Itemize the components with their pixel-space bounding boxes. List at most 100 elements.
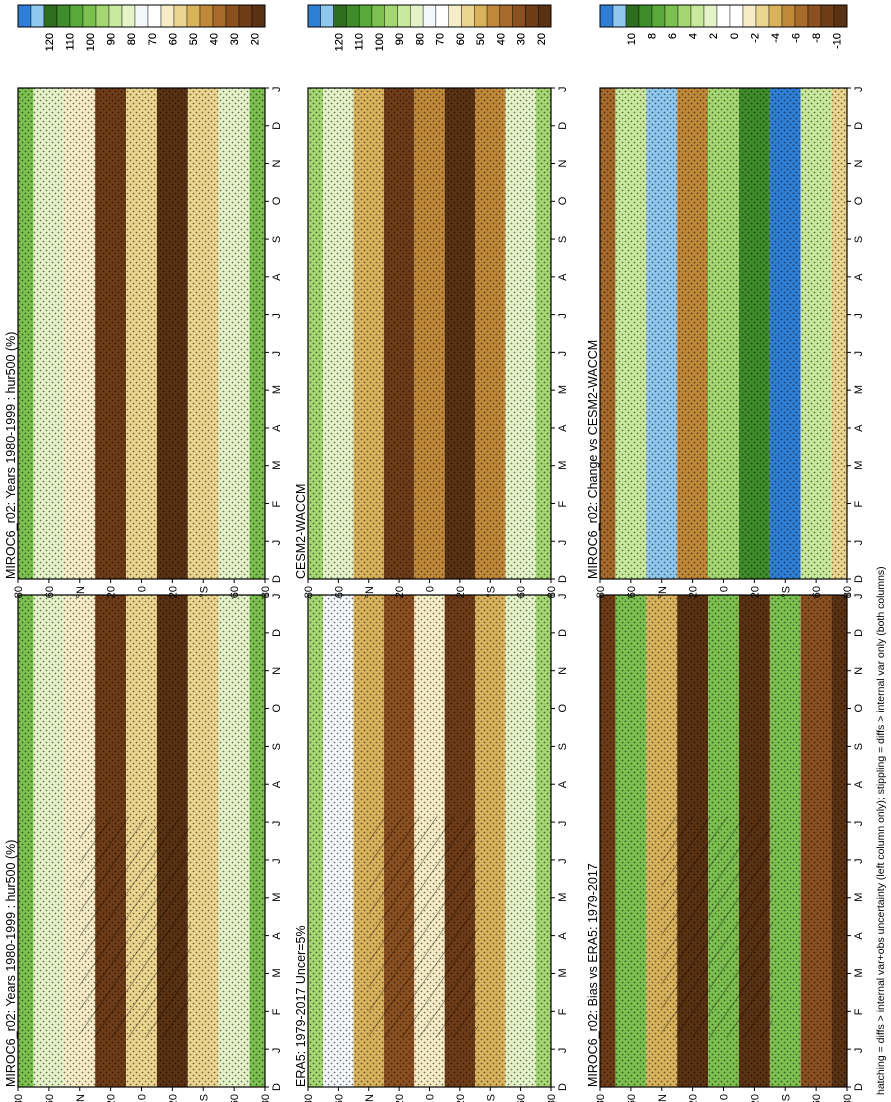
colorbar-swatch (807, 4, 822, 28)
lat-tick-label: 80 (546, 586, 558, 598)
colorbar-label: -4 (770, 33, 782, 43)
month-tick-label: O (271, 196, 283, 205)
colorbar-swatch (833, 4, 848, 28)
month-tick-label: J (271, 1048, 283, 1054)
month-tick-label: N (557, 667, 569, 675)
month-tick-label: A (853, 932, 865, 940)
lat-tick-label: 20 (394, 1094, 406, 1102)
lat-tick-label: °N (657, 1094, 669, 1102)
colorbar-swatch (461, 4, 475, 28)
colorbar-label: 110 (354, 33, 366, 51)
colorbar-swatch (755, 4, 770, 28)
month-tick-label: J (853, 594, 865, 600)
month-tick-label: J (271, 87, 283, 93)
panel-2: D J F M A M J J A S O N D J 80 60 °N 20 0 20 °S 60 80 ERA5: 197… (294, 594, 569, 1102)
colorbar-label: 10 (626, 33, 638, 45)
colorbar-swatch (346, 4, 360, 28)
month-tick-label: J (853, 313, 865, 319)
lat-tick-label: 80 (303, 1094, 315, 1102)
colorbar-swatch (486, 4, 501, 28)
month-tick-label: J (557, 351, 569, 357)
colorbar-swatch (238, 4, 253, 28)
lat-tick-label: °S (780, 1094, 792, 1102)
colorbar-label: 30 (516, 33, 528, 45)
month-tick-label: J (557, 594, 569, 600)
lat-tick-label: 80 (260, 1094, 272, 1102)
colorbar-label: 100 (374, 33, 386, 51)
month-tick-label: D (557, 1083, 569, 1091)
colorbar-label: 100 (85, 33, 97, 51)
colorbar-label: 120 (333, 33, 345, 51)
colorbar-label: 4 (688, 33, 700, 39)
month-tick-label: D (271, 629, 283, 637)
colorbar-swatch (30, 4, 45, 28)
colorbar-label: 60 (167, 33, 179, 45)
month-tick-label: F (271, 1008, 283, 1015)
lat-tick-label: 0 (425, 1094, 437, 1100)
lat-tick-label: 0 (425, 586, 437, 592)
colorbar-swatch (358, 4, 373, 28)
lat-tick-label: 60 (626, 586, 638, 598)
lat-tick-label: 80 (842, 1094, 854, 1102)
colorbar-swatch (638, 4, 653, 28)
colorbar-label: 50 (188, 33, 200, 45)
colorbar-label: 8 (646, 33, 658, 39)
colorbar-label: 40 (495, 33, 507, 45)
colorbar-label: 50 (475, 33, 487, 45)
colorbar-label: 70 (435, 33, 447, 45)
panel-title: ERA5: 1979-2017 Uncer=5% (294, 925, 308, 1087)
lat-tick-label: 20 (749, 586, 761, 598)
lat-tick-label: 60 (44, 586, 56, 598)
month-tick-label: D (853, 1083, 865, 1091)
colorbar-label: 100 (374, 33, 386, 51)
colorbar-label: 0 (729, 33, 741, 39)
colorbar-label: 90 (394, 33, 406, 45)
stipple-overlay (600, 88, 847, 579)
hatch-overlay (661, 816, 773, 1038)
lat-tick-label: 60 (333, 586, 345, 598)
colorbar-label: 2 (708, 33, 720, 39)
lat-tick-label: °N (364, 586, 376, 598)
month-tick-label: S (557, 743, 569, 750)
month-tick-label: J (557, 1048, 569, 1054)
lat-tick-label: 60 (44, 1094, 56, 1102)
colorbar-3: 120 110 100 90 80 70 60 50 40 30 20 (307, 4, 552, 51)
colorbar-swatch (651, 4, 666, 28)
month-tick-label: D (557, 575, 569, 583)
colorbar-label: -6 (791, 33, 803, 43)
month-tick-label: D (271, 122, 283, 130)
colorbar-swatch (160, 4, 175, 28)
lat-tick-label: 20 (167, 1094, 179, 1102)
month-tick-label: N (853, 160, 865, 168)
month-tick-label: J (271, 351, 283, 357)
colorbar-1: 120 110 100 90 80 70 60 50 40 30 20 (17, 4, 266, 51)
month-tick-label: A (557, 932, 569, 940)
colorbar-label: -8 (811, 33, 823, 43)
colorbar-frame (17, 4, 266, 28)
lat-tick-label: 0 (719, 1094, 731, 1100)
colorbar-swatch (538, 4, 552, 28)
lat-tick-label: 20 (394, 586, 406, 598)
month-tick-label: S (271, 743, 283, 750)
colorbar-frame (307, 4, 552, 28)
colorbar-swatch (435, 4, 449, 28)
lat-tick-label: 80 (13, 1094, 25, 1102)
lat-tick-label: 60 (229, 1094, 241, 1102)
colorbar-frame (599, 4, 848, 28)
stipple-overlay (308, 88, 551, 579)
colorbar-label: 100 (85, 33, 97, 51)
lat-tick-label: 20 (688, 586, 700, 598)
colorbar-label: 8 (646, 33, 658, 39)
month-tick-label: S (853, 743, 865, 750)
month-tick-label: A (853, 780, 865, 788)
colorbar-5: 10 8 6 4 2 0 -2 -4 -6 -8 -10 (599, 4, 848, 49)
panel-title: MIROC6_r02: Bias vs ERA5: 1979-2017 (586, 863, 600, 1087)
month-tick-label: S (557, 236, 569, 243)
month-tick-label: J (853, 858, 865, 864)
month-tick-label: J (271, 313, 283, 319)
month-tick-label: F (271, 500, 283, 507)
